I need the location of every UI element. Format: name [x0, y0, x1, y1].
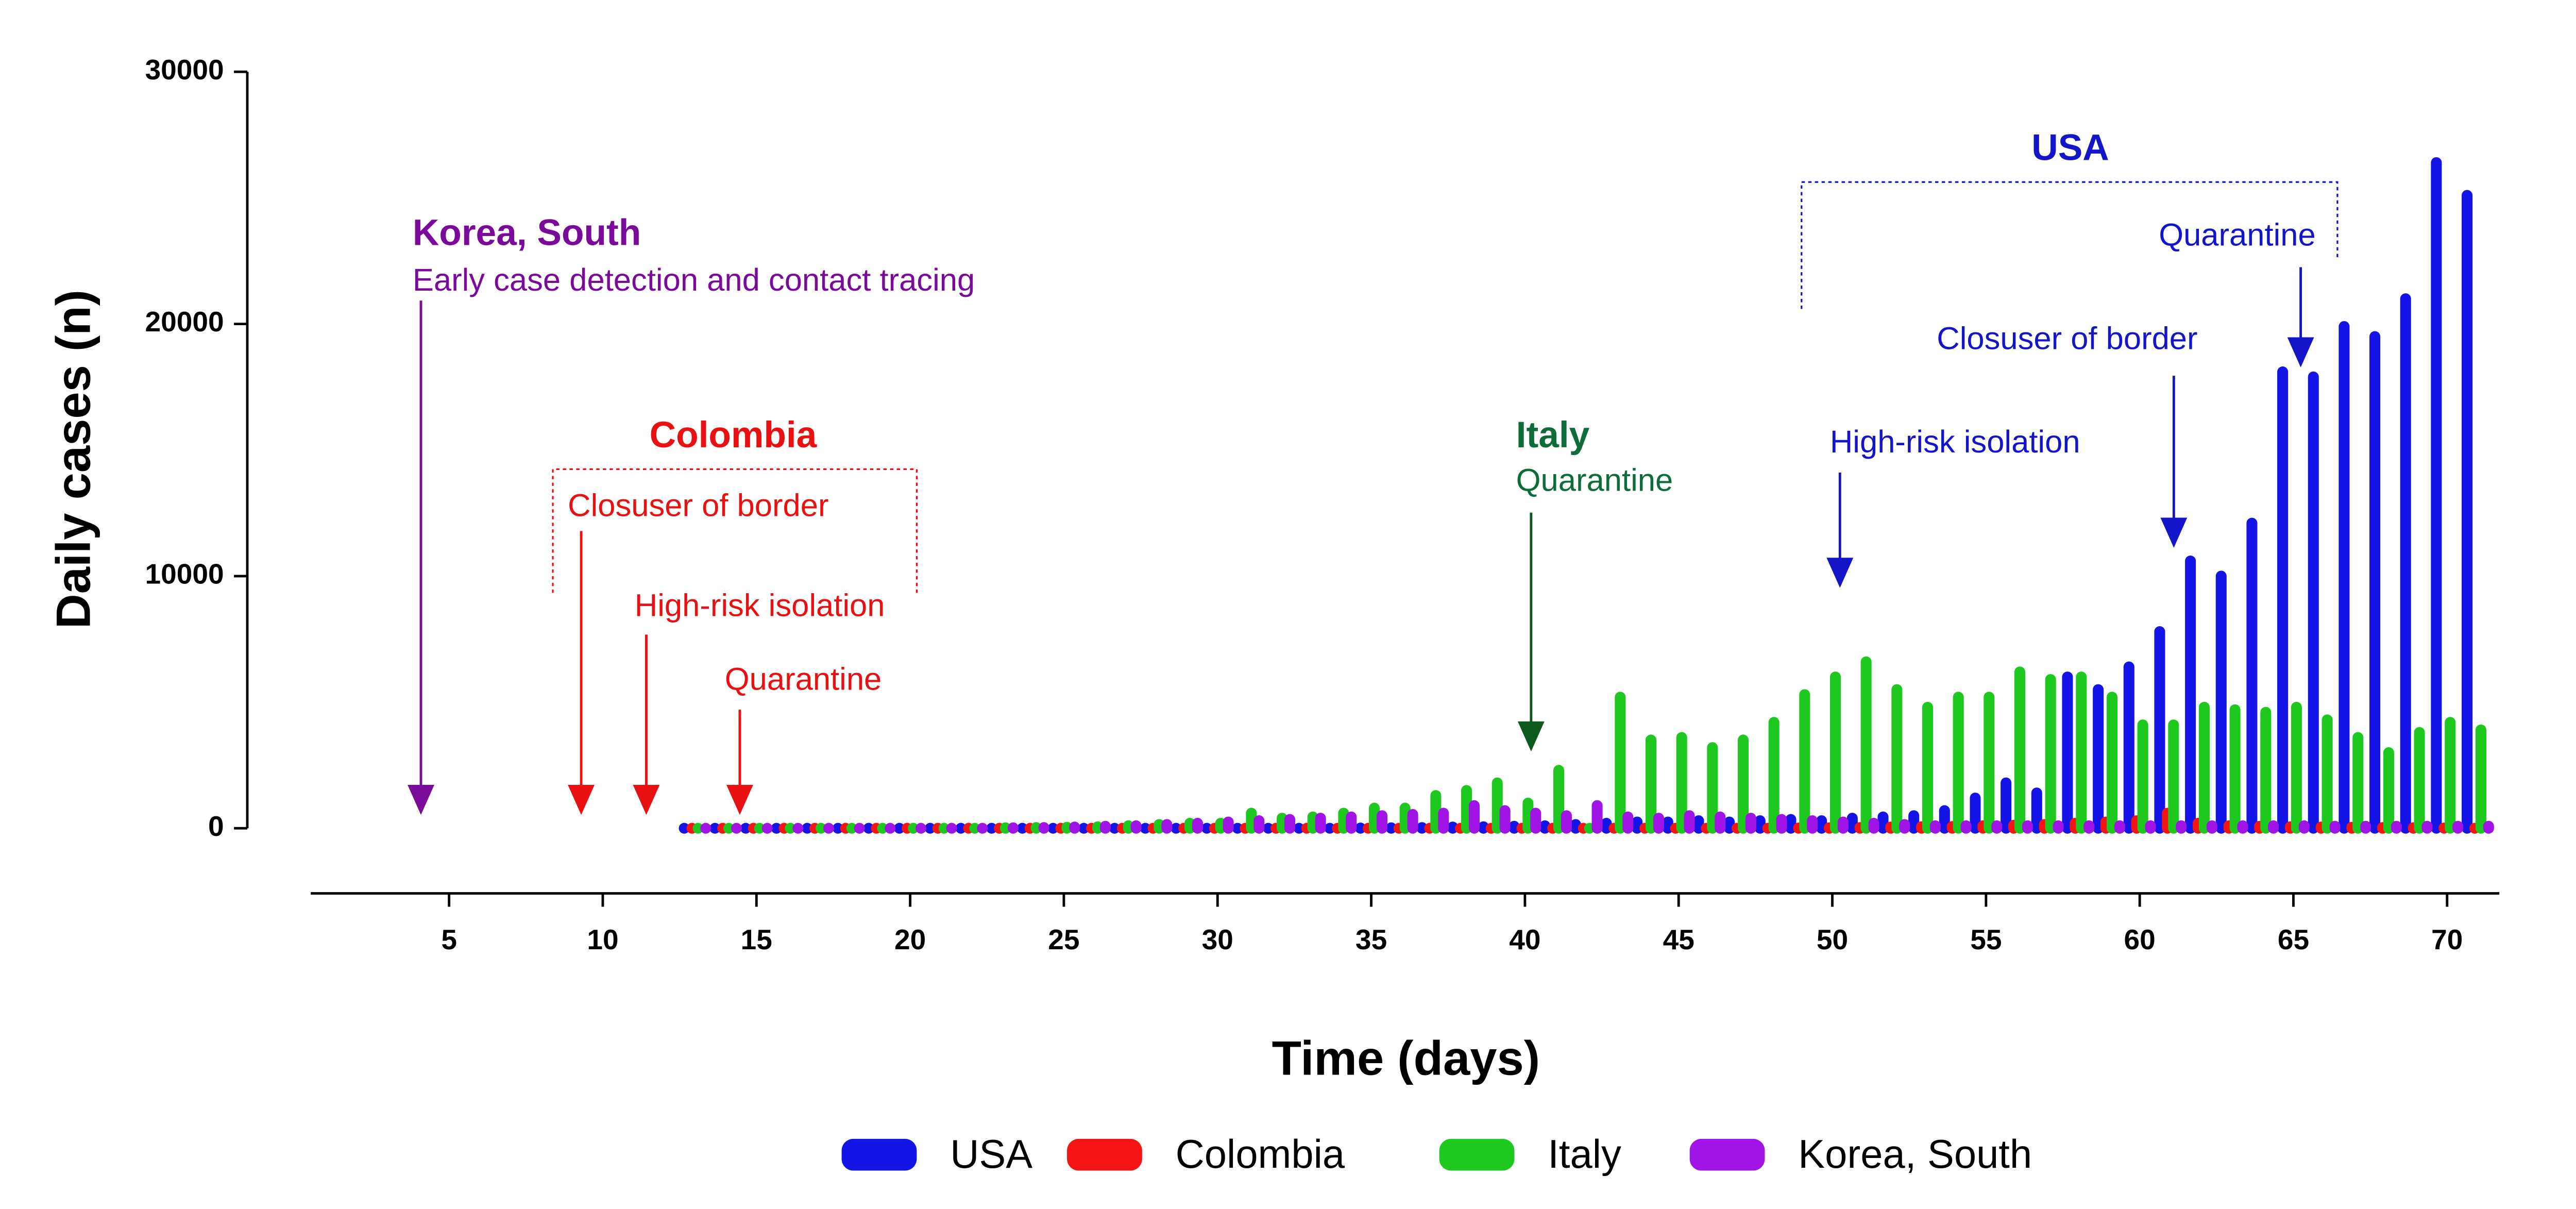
y-tick-label: 0	[208, 810, 224, 842]
bracket	[1801, 181, 2338, 309]
y-tick-label: 20000	[145, 306, 224, 338]
x-axis-title: Time (days)	[1272, 1031, 1540, 1085]
x-tick-label: 35	[1355, 923, 1387, 955]
x-tick-label: 25	[1048, 923, 1079, 955]
annotations: Korea, South Early case detection and co…	[408, 127, 2338, 815]
x-tick-label: 15	[741, 923, 772, 955]
legend-swatch	[1689, 1138, 1765, 1171]
x-tick-label: 20	[894, 923, 926, 955]
arrow-head	[1517, 721, 1545, 752]
x-tick-label: 45	[1663, 923, 1694, 955]
annotation: High-risk isolation	[1830, 424, 2080, 460]
legend-label: Colombia	[1176, 1132, 1345, 1177]
legend-swatch	[1067, 1138, 1142, 1171]
legend-label: USA	[950, 1132, 1032, 1177]
annotation: Closuser of border	[1937, 321, 2197, 356]
x-tick-label: 40	[1509, 923, 1540, 955]
annotation: Quarantine	[1516, 463, 1673, 498]
y-axis-title: Daily cases (n)	[46, 290, 100, 629]
legend-swatch	[841, 1138, 917, 1171]
x-tick-label: 70	[2431, 923, 2463, 955]
annotation: Closuser of border	[568, 488, 828, 523]
annotation: Korea, South	[413, 212, 641, 254]
arrow-head	[1826, 558, 1854, 588]
arrow-head	[2160, 517, 2188, 548]
x-tick-label: 55	[1970, 923, 2002, 955]
x-tick-label: 10	[587, 923, 618, 955]
bracket	[552, 468, 918, 593]
legend-label: Korea, South	[1798, 1132, 2032, 1177]
legend-swatch	[1439, 1138, 1515, 1171]
annotation: Quarantine	[725, 661, 882, 697]
annotation: Early case detection and contact tracing	[413, 262, 975, 298]
annotation: High-risk isolation	[635, 588, 885, 624]
arrow-head	[633, 784, 660, 815]
x-tick-label: 60	[2124, 923, 2156, 955]
x-tick-label: 50	[1817, 923, 1848, 955]
arrow-head	[568, 784, 595, 815]
y-tick-label: 10000	[145, 558, 224, 590]
arrow-head	[408, 784, 434, 815]
legend-label: Italy	[1548, 1132, 1621, 1177]
bars	[679, 157, 2494, 834]
y-tick-label: 30000	[145, 54, 224, 86]
arrow-head	[2287, 337, 2314, 367]
annotation: Colombia	[650, 414, 818, 456]
x-tick-label: 5	[441, 923, 457, 955]
arrow-head	[726, 784, 753, 815]
x-tick-label: 65	[2278, 923, 2309, 955]
x-tick-label: 30	[1202, 923, 1233, 955]
annotation: Quarantine	[2159, 217, 2316, 253]
annotation: USA	[2031, 127, 2109, 168]
annotation: Italy	[1516, 414, 1590, 456]
